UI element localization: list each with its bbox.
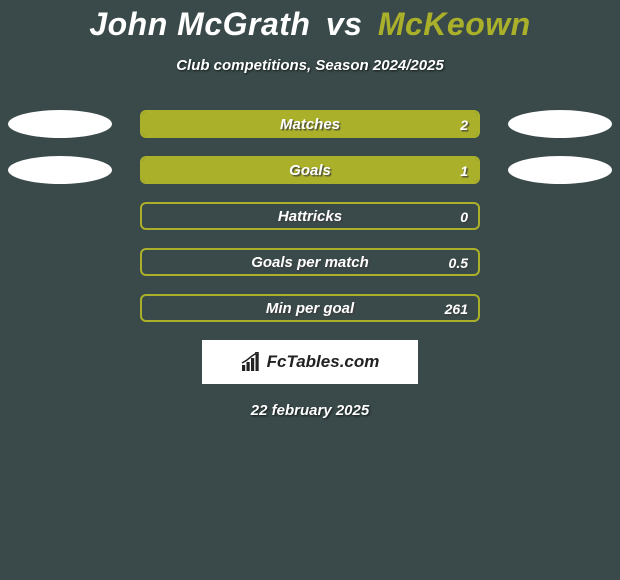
bar-chart-icon <box>241 352 263 372</box>
bar-track: Min per goal 261 <box>140 294 480 322</box>
stat-row: Hattricks 0 <box>0 202 620 230</box>
stat-value-right: 0.5 <box>449 250 468 276</box>
stat-value-right: 261 <box>445 296 468 322</box>
logo: FcTables.com <box>241 352 380 372</box>
comparison-infographic: John McGrath vs McKeown Club competition… <box>0 0 620 580</box>
stat-row: Matches 2 <box>0 110 620 138</box>
right-value-ellipse <box>508 110 612 138</box>
left-value-ellipse <box>8 110 112 138</box>
bar-fill <box>142 112 478 136</box>
stat-row: Min per goal 261 <box>0 294 620 322</box>
stat-label: Min per goal <box>142 296 478 322</box>
bar-track: Matches 2 <box>140 110 480 138</box>
bar-track: Goals per match 0.5 <box>140 248 480 276</box>
bar-track: Goals 1 <box>140 156 480 184</box>
subtitle: Club competitions, Season 2024/2025 <box>0 57 620 74</box>
stat-row: Goals 1 <box>0 156 620 184</box>
stats-rows: Matches 2 Goals 1 Hattricks 0 <box>0 110 620 322</box>
stat-label: Goals per match <box>142 250 478 276</box>
stat-row: Goals per match 0.5 <box>0 248 620 276</box>
date-label: 22 february 2025 <box>0 402 620 419</box>
logo-box[interactable]: FcTables.com <box>202 340 418 384</box>
logo-text: FcTables.com <box>267 352 380 372</box>
page-title: John McGrath vs McKeown <box>0 6 620 43</box>
right-value-ellipse <box>508 156 612 184</box>
left-value-ellipse <box>8 156 112 184</box>
player1-name: John McGrath <box>89 6 310 42</box>
vs-label: vs <box>326 6 363 42</box>
bar-track: Hattricks 0 <box>140 202 480 230</box>
stat-value-right: 0 <box>460 204 468 230</box>
bar-fill <box>142 158 478 182</box>
player2-name: McKeown <box>378 6 531 42</box>
stat-label: Hattricks <box>142 204 478 230</box>
